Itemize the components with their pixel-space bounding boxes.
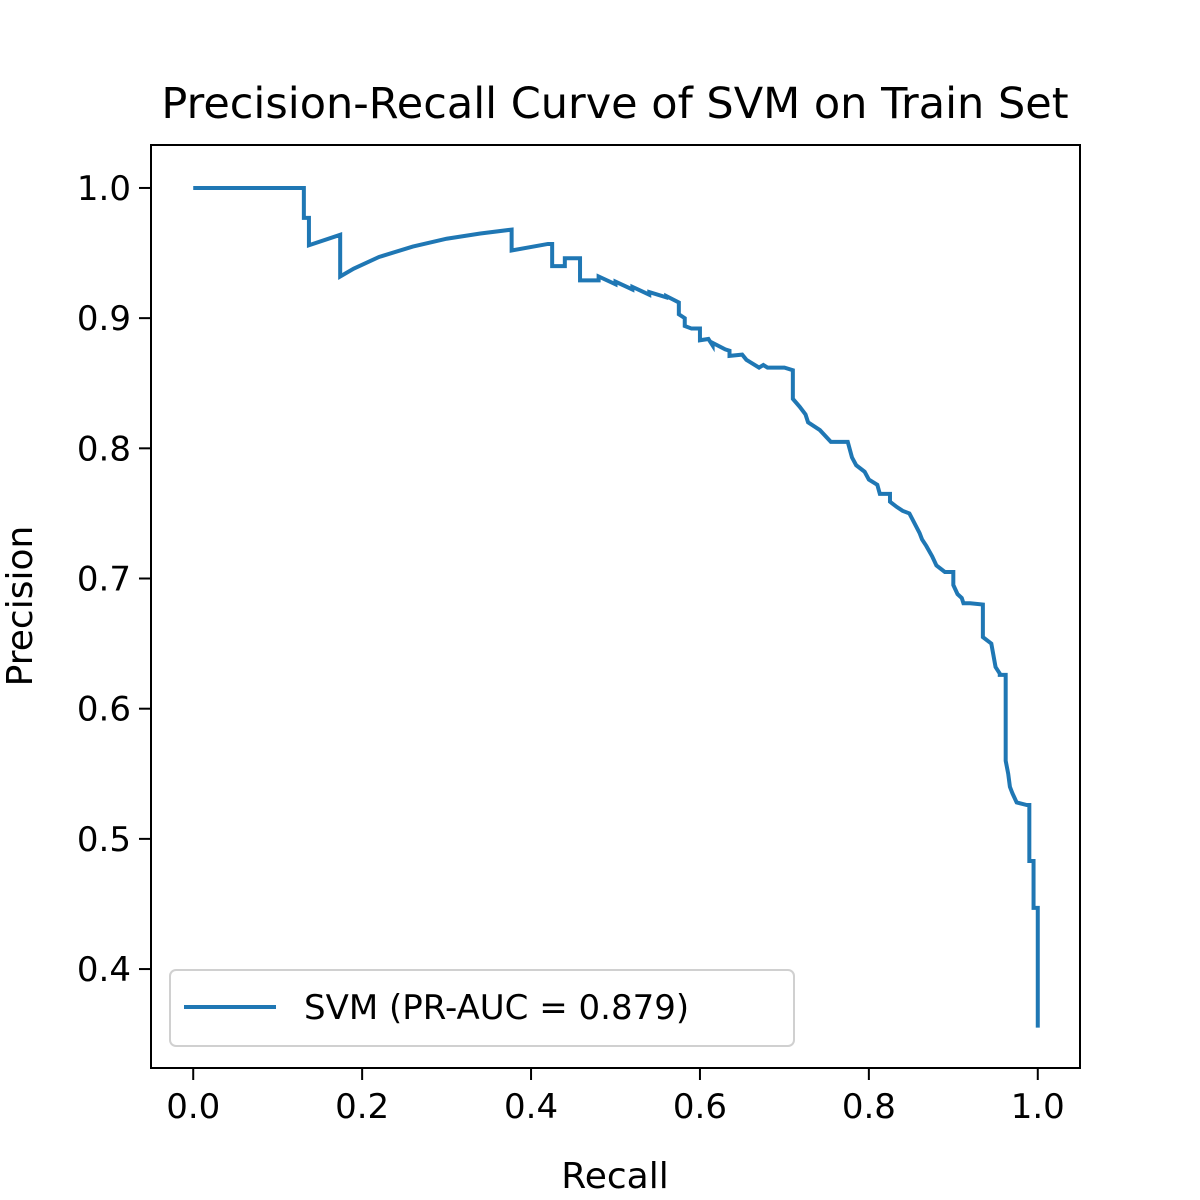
- y-tick-label: 0.4: [77, 950, 131, 990]
- legend-box: [169, 969, 795, 1047]
- x-tick-label: 0.2: [335, 1087, 389, 1127]
- x-tick-label: 0.4: [504, 1087, 558, 1127]
- x-axis-label: Recall: [561, 1156, 668, 1197]
- y-tick-label: 0.9: [77, 299, 131, 339]
- y-tick-label: 0.6: [77, 690, 131, 730]
- x-tick-label: 0.8: [842, 1087, 896, 1127]
- plot-area: [150, 144, 1081, 1069]
- chart-title: Precision-Recall Curve of SVM on Train S…: [161, 79, 1068, 129]
- y-tick-label: 0.7: [77, 560, 131, 600]
- series-line-svm: [193, 185, 1040, 1028]
- y-tick-label: 0.8: [77, 429, 131, 469]
- y-axis-ticks: 0.4 0.5 0.6 0.7 0.8 0.9 1.0: [77, 169, 151, 990]
- y-axis-label: Precision: [0, 526, 41, 687]
- y-tick-label: 0.5: [77, 820, 131, 860]
- legend: SVM (PR-AUC = 0.879): [169, 969, 795, 1047]
- x-tick-label: 1.0: [1011, 1087, 1065, 1127]
- y-tick-label: 1.0: [77, 169, 131, 209]
- plot-frame: [150, 144, 1081, 1069]
- legend-entry-svm: SVM (PR-AUC = 0.879): [304, 988, 689, 1028]
- x-tick-label: 0.6: [673, 1087, 727, 1127]
- x-tick-label: 0.0: [166, 1087, 220, 1127]
- x-axis-ticks: 0.0 0.2 0.4 0.6 0.8 1.0: [166, 1068, 1065, 1127]
